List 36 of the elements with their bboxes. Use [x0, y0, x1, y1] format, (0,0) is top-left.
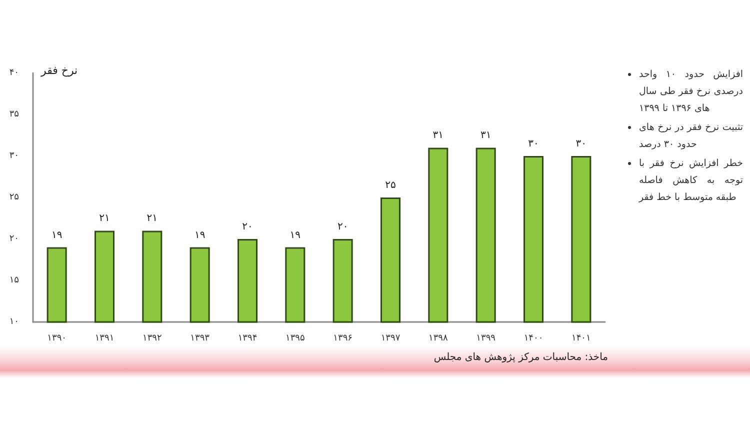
x-tick-label: ۱۴۰۰ [524, 334, 544, 344]
x-tick-label: ۱۳۹۴ [238, 334, 258, 344]
x-tick-label: ۱۴۰۱ [571, 334, 591, 344]
data-label: ۲۱ [99, 213, 110, 224]
y-tick-label: ۲۵ [9, 192, 20, 202]
data-label: ۳۱ [432, 130, 444, 142]
y-axis-title: نرخ فقر [40, 64, 78, 77]
x-tick-label: ۱۳۹۷ [380, 334, 400, 344]
x-tick-label: ۱۳۹۵ [285, 334, 305, 344]
y-tick-label: ۱۵ [9, 276, 20, 286]
data-label: ۳۱ [480, 130, 492, 142]
text: خطر افزایش نرخ فقر با توجه به کاهش فاصله طبقه متوسط با خط فقر [639, 157, 743, 205]
y-tick-label: ۳۵ [9, 110, 20, 120]
x-tick-label: ۱۳۹۱ [94, 334, 114, 344]
data-label: ۱۹ [51, 230, 62, 241]
data-label: ۲۵ [385, 180, 396, 191]
data-label: ۳۰ [576, 138, 587, 150]
y-tick-label: ۳۰ [9, 151, 19, 161]
data-label: ۲۰ [242, 222, 253, 232]
x-tick-label: ۱۳۹۹ [476, 334, 496, 344]
x-tick-label: ۱۳۹۲ [142, 334, 162, 344]
text: افزایش حدود ۱۰ واحد درصدی نرخ فقر طی سال های ۱۳۹۶ تا ۱۳۹۹ [639, 68, 743, 116]
data-label: ۱۹ [194, 230, 206, 241]
x-tick-label: ۱۳۹۸ [428, 334, 448, 344]
y-tick-label: ۴۰ [9, 68, 19, 78]
data-label: ۲۱ [146, 213, 158, 224]
x-tick-label: ۱۳۹۳ [190, 334, 210, 344]
x-tick-label: ۱۳۹۶ [333, 334, 353, 344]
data-label: ۳۰ [528, 138, 539, 150]
y-tick-label: ۱۰ [9, 317, 19, 327]
data-label: ۲۰ [337, 222, 348, 232]
text: تثبیت نرخ فقر در نرخ های حدود ۳۰ درصد [639, 121, 743, 152]
data-label: ۱۹ [290, 230, 301, 241]
x-tick-label: ۱۳۹۰ [47, 334, 67, 344]
y-tick-label: ۲۰ [9, 234, 19, 244]
text: ماخذ: محاسبات مرکز پژوهش های مجلس [434, 352, 608, 363]
